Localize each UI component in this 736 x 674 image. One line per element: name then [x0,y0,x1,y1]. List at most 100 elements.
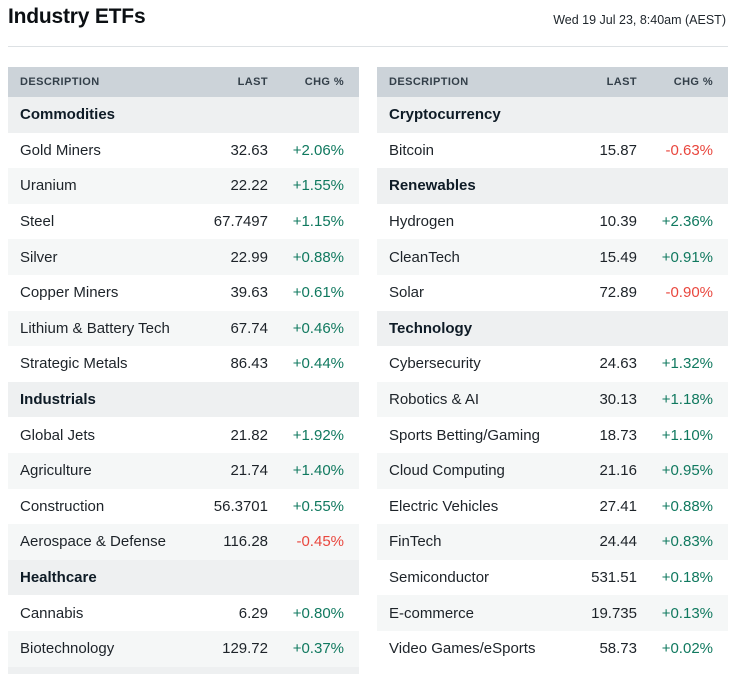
etf-name: Aerospace & Defense [20,533,166,551]
table-row[interactable]: Copper Miners 39.63 +0.61% [8,274,359,311]
etf-name: Gold Miners [20,141,101,159]
table-header-row: DESCRIPTION LAST CHG % [8,67,359,97]
etf-change-percent: +0.91% [661,248,713,266]
table-row[interactable]: Robotics & AI 30.13 +1.18% [377,381,728,418]
etf-name: Cloud Computing [389,462,505,480]
etf-name: CleanTech [389,248,460,266]
etf-change-percent: +1.18% [661,391,713,409]
etf-change-percent: +0.18% [661,569,713,587]
table-row[interactable]: Construction 56.3701 +0.55% [8,488,359,525]
etf-change-percent: -0.90% [665,284,713,302]
etf-name: FinTech [389,533,442,551]
etf-name: Bitcoin [389,141,435,159]
section-row [8,666,359,674]
etf-last-price: 32.63 [230,141,268,159]
table-row[interactable]: Agriculture 21.74 +1.40% [8,452,359,489]
etf-name: Hydrogen [389,213,455,231]
table-row[interactable]: Bitcoin 15.87 -0.63% [377,132,728,169]
etf-change-percent: +0.13% [661,604,713,622]
column-header-chg: CHG % [304,76,344,88]
table-row[interactable]: Steel 67.7497 +1.15% [8,203,359,240]
table-body: Commodities Gold Miners 32.63 +2.06% Uranium… [8,97,359,674]
table-body: Cryptocurrency Bitcoin 15.87 -0.63% Renewabl… [377,97,728,667]
table-row[interactable]: Lithium & Battery Tech 67.74 +0.46% [8,310,359,347]
etf-change-percent: +0.88% [661,497,713,515]
etf-name: Biotechnology [20,640,115,658]
etf-last-price: 6.29 [238,604,268,622]
table-row[interactable]: Cybersecurity 24.63 +1.32% [377,346,728,382]
table-row[interactable]: Uranium 22.22 +1.55% [8,168,359,204]
etf-change-percent: +0.37% [292,640,344,658]
etf-change-percent: +2.06% [292,141,344,159]
table-row[interactable]: CleanTech 15.49 +0.91% [377,239,728,275]
etf-change-percent: +1.40% [292,462,344,480]
section-label: Renewables [389,177,476,195]
timestamp: Wed 19 Jul 23, 8:40am (AEST) [553,13,726,27]
etf-name: Global Jets [20,426,96,444]
etf-table-left: DESCRIPTION LAST CHG % Commodities Gold M… [8,67,359,674]
table-row[interactable]: Biotechnology 129.72 +0.37% [8,630,359,667]
etf-name: E-commerce [389,604,475,622]
etf-tables-container: DESCRIPTION LAST CHG % Commodities Gold M… [8,67,728,674]
table-row[interactable]: Cannabis 6.29 +0.80% [8,595,359,631]
etf-change-percent: -0.63% [665,141,713,159]
etf-last-price: 129.72 [222,640,268,658]
section-row: Cryptocurrency [377,97,728,133]
etf-change-percent: +0.83% [661,533,713,551]
etf-last-price: 21.74 [230,462,268,480]
section-label: Technology [389,319,473,337]
etf-last-price: 15.87 [599,141,637,159]
etf-last-price: 116.28 [223,533,268,551]
etf-last-price: 30.13 [599,391,637,409]
etf-name: Cannabis [20,604,84,622]
column-header-last: LAST [606,76,637,88]
table-row[interactable]: Silver 22.99 +0.88% [8,239,359,275]
table-row[interactable]: FinTech 24.44 +0.83% [377,524,728,560]
etf-change-percent: +1.15% [292,213,344,231]
section-label: Commodities [20,106,116,124]
etf-table-right: DESCRIPTION LAST CHG % Cryptocurrency Bit… [377,67,728,674]
table-row[interactable]: Gold Miners 32.63 +2.06% [8,132,359,169]
etf-name: Sports Betting/Gaming [389,426,540,444]
table-row[interactable]: Solar 72.89 -0.90% [377,274,728,311]
table-row[interactable]: Electric Vehicles 27.41 +0.88% [377,488,728,525]
etf-last-price: 15.49 [599,248,637,266]
table-row[interactable]: Sports Betting/Gaming 18.73 +1.10% [377,417,728,453]
etf-last-price: 10.39 [599,213,637,231]
etf-change-percent: +2.36% [661,213,713,231]
table-row[interactable]: Video Games/eSports 58.73 +0.02% [377,630,728,667]
etf-name: Copper Miners [20,284,119,302]
etf-change-percent: +1.55% [292,177,344,195]
table-row[interactable]: Cloud Computing 21.16 +0.95% [377,452,728,489]
table-row[interactable]: E-commerce 19.735 +0.13% [377,595,728,631]
etf-last-price: 24.44 [599,533,637,551]
etf-name: Construction [20,497,105,515]
section-label: Cryptocurrency [389,106,501,124]
table-row[interactable]: Hydrogen 10.39 +2.36% [377,203,728,240]
etf-change-percent: +0.61% [292,284,344,302]
etf-change-percent: +0.44% [292,355,344,373]
etf-name: Silver [20,248,58,266]
etf-last-price: 67.74 [230,319,268,337]
etf-change-percent: +0.55% [292,497,344,515]
etf-name: Uranium [20,177,77,195]
etf-name: Electric Vehicles [389,497,499,515]
table-row[interactable]: Global Jets 21.82 +1.92% [8,417,359,453]
table-row[interactable]: Aerospace & Defense 116.28 -0.45% [8,524,359,560]
etf-last-price: 27.41 [599,497,637,515]
etf-change-percent: +1.92% [292,426,344,444]
section-label: Healthcare [20,569,97,587]
section-row: Commodities [8,97,359,133]
column-header-description: DESCRIPTION [20,76,100,88]
table-row[interactable]: Semiconductor 531.51 +0.18% [377,559,728,596]
etf-last-price: 21.16 [599,462,637,480]
column-header-description: DESCRIPTION [389,76,469,88]
etf-last-price: 531.51 [591,569,637,587]
etf-change-percent: +1.10% [661,426,713,444]
table-header-row: DESCRIPTION LAST CHG % [377,67,728,97]
etf-last-price: 21.82 [230,426,268,444]
table-row[interactable]: Strategic Metals 86.43 +0.44% [8,346,359,382]
etf-name: Agriculture [20,462,92,480]
page-header: Industry ETFs Wed 19 Jul 23, 8:40am (AES… [8,0,728,47]
etf-change-percent: +0.02% [661,640,713,658]
